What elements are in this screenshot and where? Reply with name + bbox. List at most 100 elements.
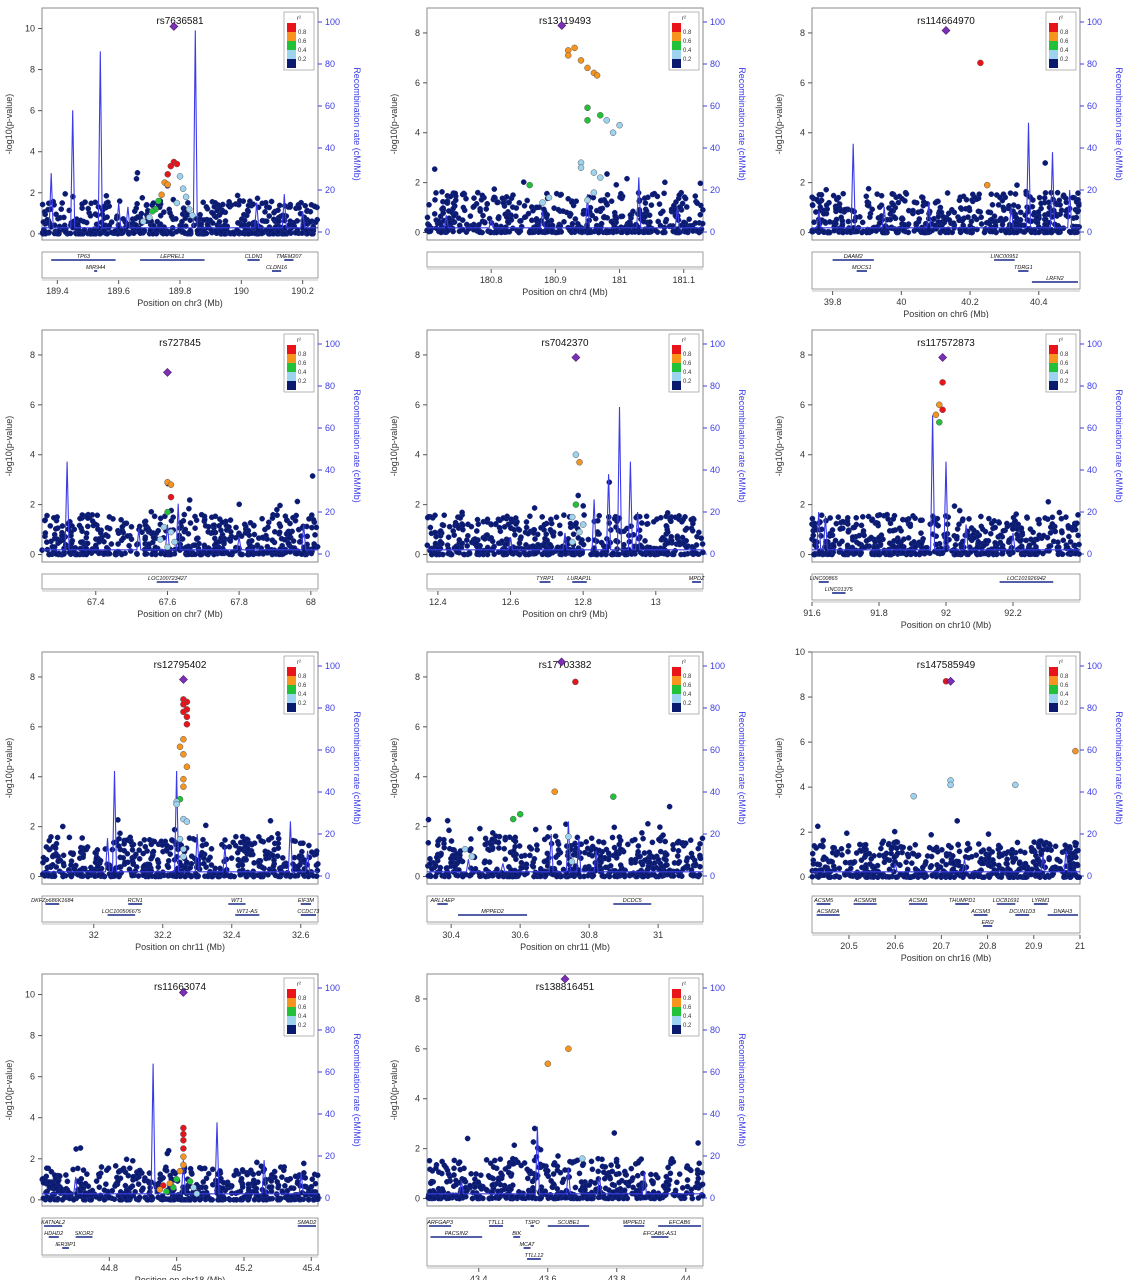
snp-point: [660, 230, 665, 235]
ld-legend-swatch: [672, 59, 681, 68]
snp-point: [433, 190, 438, 195]
snp-point: [268, 818, 273, 823]
snp-point: [206, 857, 211, 862]
snp-point: [1046, 200, 1051, 205]
snp-point: [1056, 230, 1061, 235]
recomb-axis-label: Recombination rate (cM/Mb): [737, 389, 747, 503]
x-axis-label: Position on chr4 (Mb): [522, 287, 608, 297]
snp-point: [237, 198, 242, 203]
snp-point: [573, 521, 578, 526]
snp-point: [647, 220, 652, 225]
snp-point: [272, 529, 277, 534]
snp-point: [306, 516, 311, 521]
recomb-tick-label: 100: [710, 339, 725, 349]
y-axis-label: -log10(p-value): [4, 94, 14, 155]
snp-point: [242, 218, 247, 223]
snp-point: [169, 552, 174, 557]
y-tick-label: 10: [795, 647, 805, 657]
x-tick-label: 67.8: [230, 597, 248, 607]
recomb-tick-label: 20: [710, 829, 720, 839]
snp-point: [507, 874, 512, 879]
snp-point: [117, 831, 122, 836]
snp-point: [945, 190, 950, 195]
snp-point: [76, 231, 81, 236]
snp-point: [471, 204, 476, 209]
snp-point: [1024, 189, 1029, 194]
ld-legend-swatch: [1049, 50, 1058, 59]
snp-point: [640, 862, 645, 867]
ld-snp-point: [161, 524, 167, 530]
snp-point: [676, 839, 681, 844]
snp-point: [529, 218, 534, 223]
x-tick-label: 32.4: [223, 930, 241, 940]
snp-point: [502, 524, 507, 529]
snp-point: [692, 858, 697, 863]
snp-point: [553, 834, 558, 839]
ld-snp-point: [180, 736, 186, 742]
snp-point: [904, 860, 909, 865]
ld-legend-label: 0.4: [683, 370, 692, 376]
snp-point: [142, 837, 147, 842]
snp-point: [869, 518, 874, 523]
snp-point: [1043, 160, 1048, 165]
snp-point: [442, 845, 447, 850]
snp-point: [69, 874, 74, 879]
snp-point: [502, 846, 507, 851]
snp-point: [60, 523, 65, 528]
gene-label: TYRP1: [536, 576, 554, 582]
snp-point: [695, 201, 700, 206]
gene-label: LINC01375: [825, 587, 854, 593]
snp-point: [158, 551, 163, 556]
snp-point: [513, 214, 518, 219]
snp-point: [444, 199, 449, 204]
snp-point: [524, 862, 529, 867]
snp-point: [496, 840, 501, 845]
snp-point: [592, 519, 597, 524]
snp-point: [611, 221, 616, 226]
y-tick-label: 4: [800, 782, 805, 792]
snp-point: [877, 205, 882, 210]
snp-point: [877, 512, 882, 517]
snp-point: [242, 856, 247, 861]
snp-point: [121, 535, 126, 540]
snp-point: [671, 552, 676, 557]
snp-point: [637, 528, 642, 533]
snp-point: [518, 218, 523, 223]
y-tick-label: 2: [800, 827, 805, 837]
snp-point: [1041, 533, 1046, 538]
gene-label: LINC00865: [810, 576, 839, 582]
snp-point: [986, 210, 991, 215]
snp-point: [40, 860, 45, 865]
ld-legend-swatch: [287, 685, 296, 694]
snp-point: [467, 551, 472, 556]
ld-legend-label: 0.8: [1060, 30, 1069, 36]
snp-point: [201, 861, 206, 866]
gene-label: DCDC5: [623, 898, 643, 904]
locus-plot-svg: rs1279540202468-log10(p-value)0204060801…: [0, 644, 380, 962]
snp-point: [246, 203, 251, 208]
snp-point: [869, 229, 874, 234]
snp-point: [530, 544, 535, 549]
snp-point: [266, 520, 271, 525]
recomb-tick-label: 80: [710, 703, 720, 713]
snp-point: [187, 497, 192, 502]
snp-point: [507, 835, 512, 840]
snp-point: [226, 525, 231, 530]
snp-point: [448, 856, 453, 861]
snp-point: [134, 223, 139, 228]
ld-snp-point: [591, 190, 597, 196]
snp-point: [957, 508, 962, 513]
snp-point: [194, 536, 199, 541]
snp-point: [276, 836, 281, 841]
snp-point: [255, 196, 260, 201]
snp-point: [460, 541, 465, 546]
y-tick-label: 8: [30, 672, 35, 682]
snp-point: [921, 230, 926, 235]
snp-point: [446, 546, 451, 551]
snp-point: [534, 205, 539, 210]
snp-point: [966, 516, 971, 521]
y-axis-label: -log10(p-value): [774, 94, 784, 155]
snp-point: [960, 517, 965, 522]
